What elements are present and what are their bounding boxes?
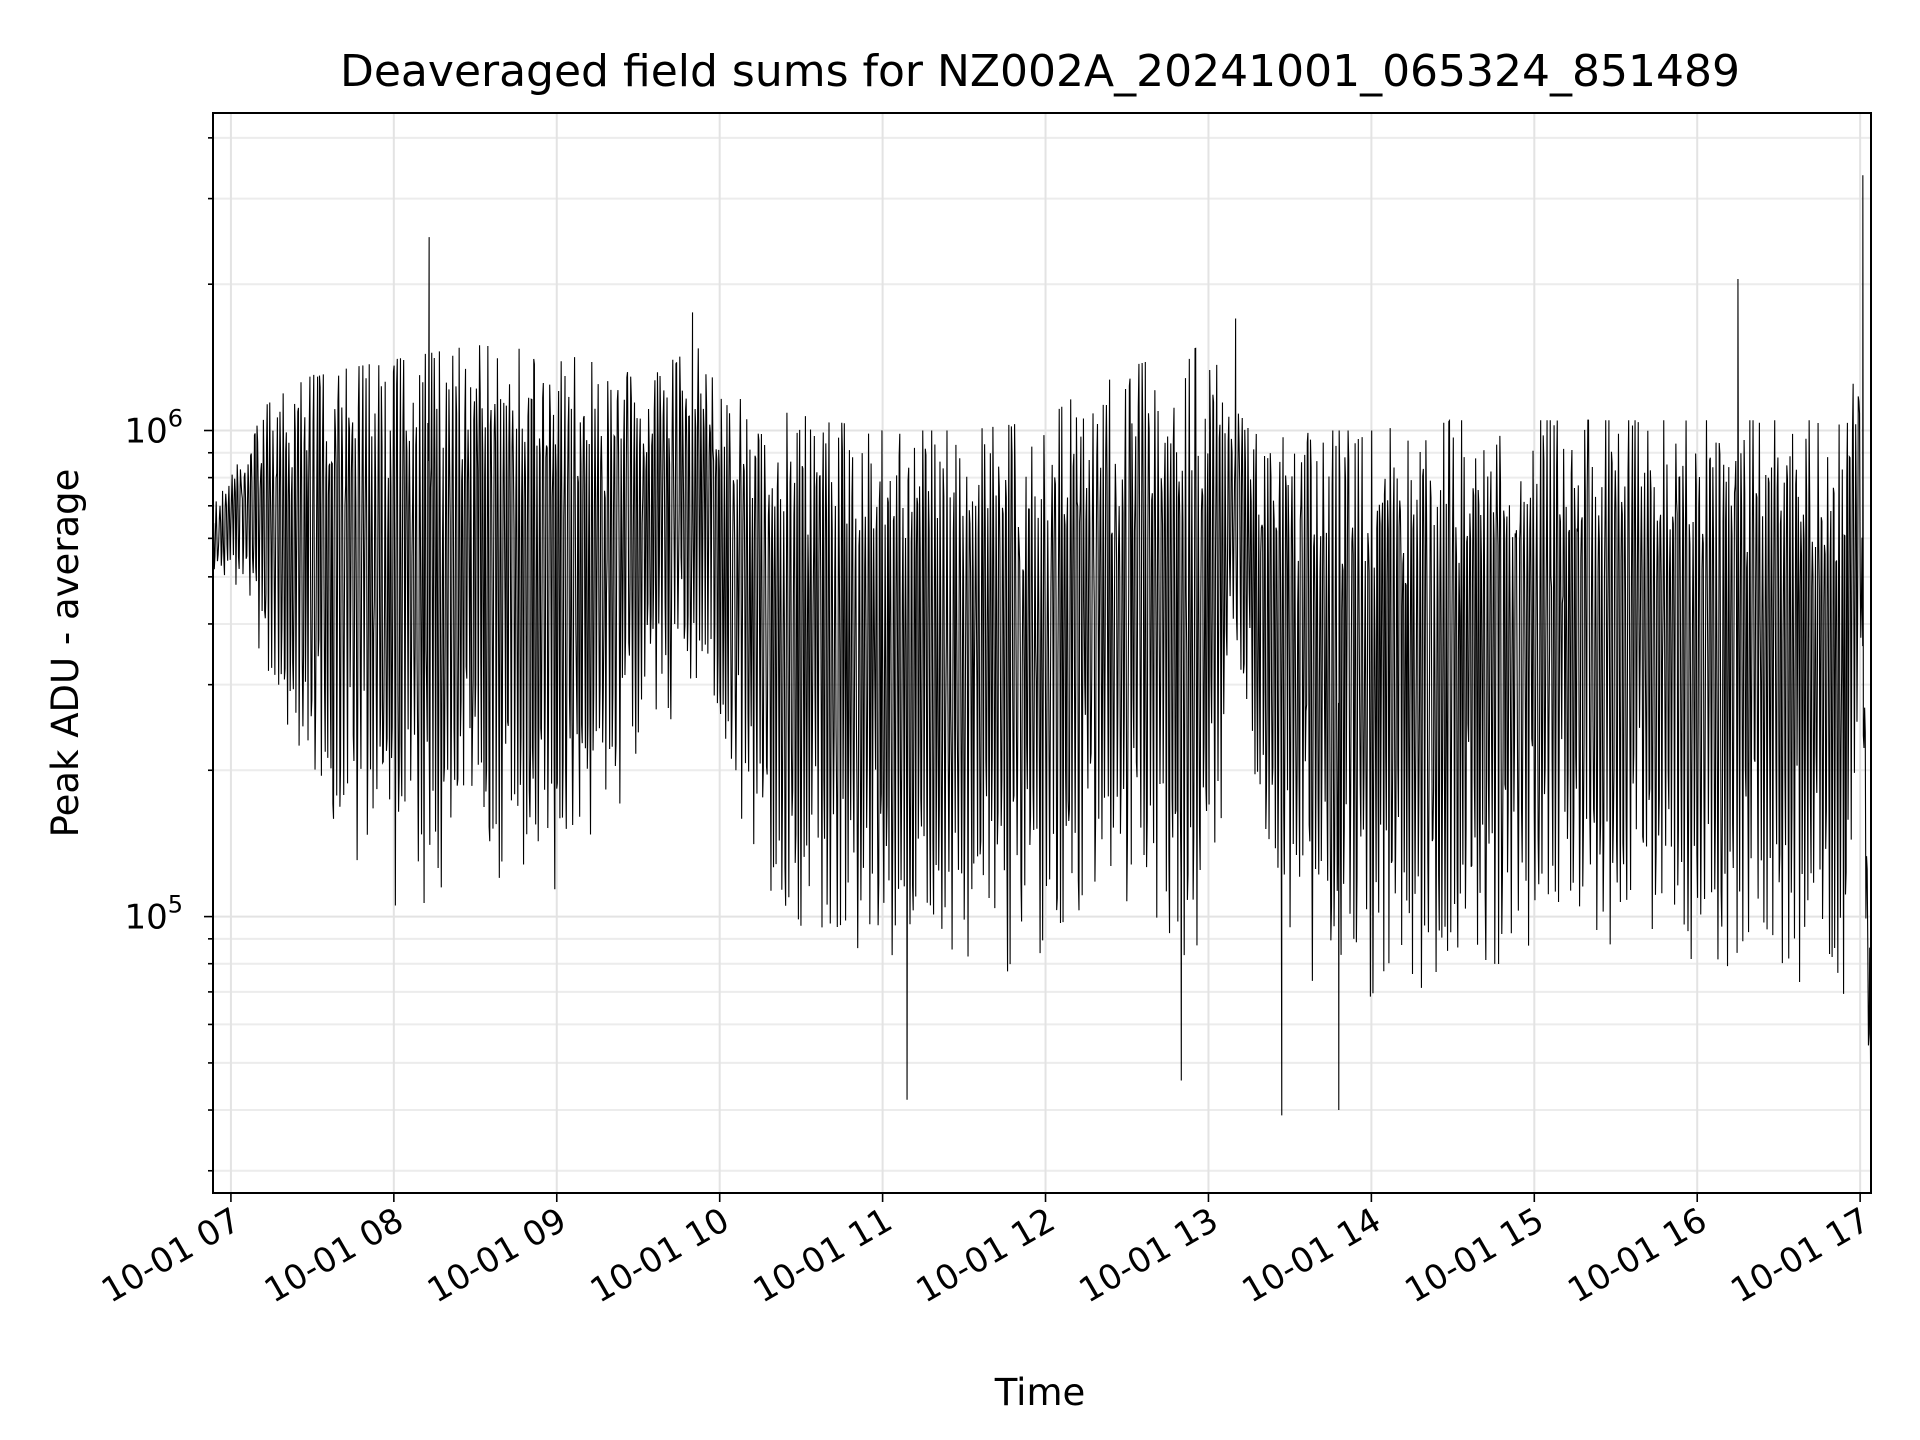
y-tick-base: 10	[124, 898, 167, 938]
y-tick-base: 10	[124, 412, 167, 452]
chart-title: Deaveraged field sums for NZ002A_2024100…	[340, 46, 1740, 97]
series-layer	[212, 175, 1872, 1128]
plot-frame	[212, 112, 1872, 1194]
y-tick-exponent: 6	[168, 405, 183, 433]
series-line	[212, 175, 1872, 1128]
x-axis-label: Time	[994, 1371, 1086, 1414]
y-tick-exponent: 5	[168, 891, 183, 919]
y-tick-label: 105	[124, 891, 183, 938]
y-axis-label: Peak ADU - average	[44, 469, 87, 838]
y-tick-label: 106	[124, 405, 183, 452]
